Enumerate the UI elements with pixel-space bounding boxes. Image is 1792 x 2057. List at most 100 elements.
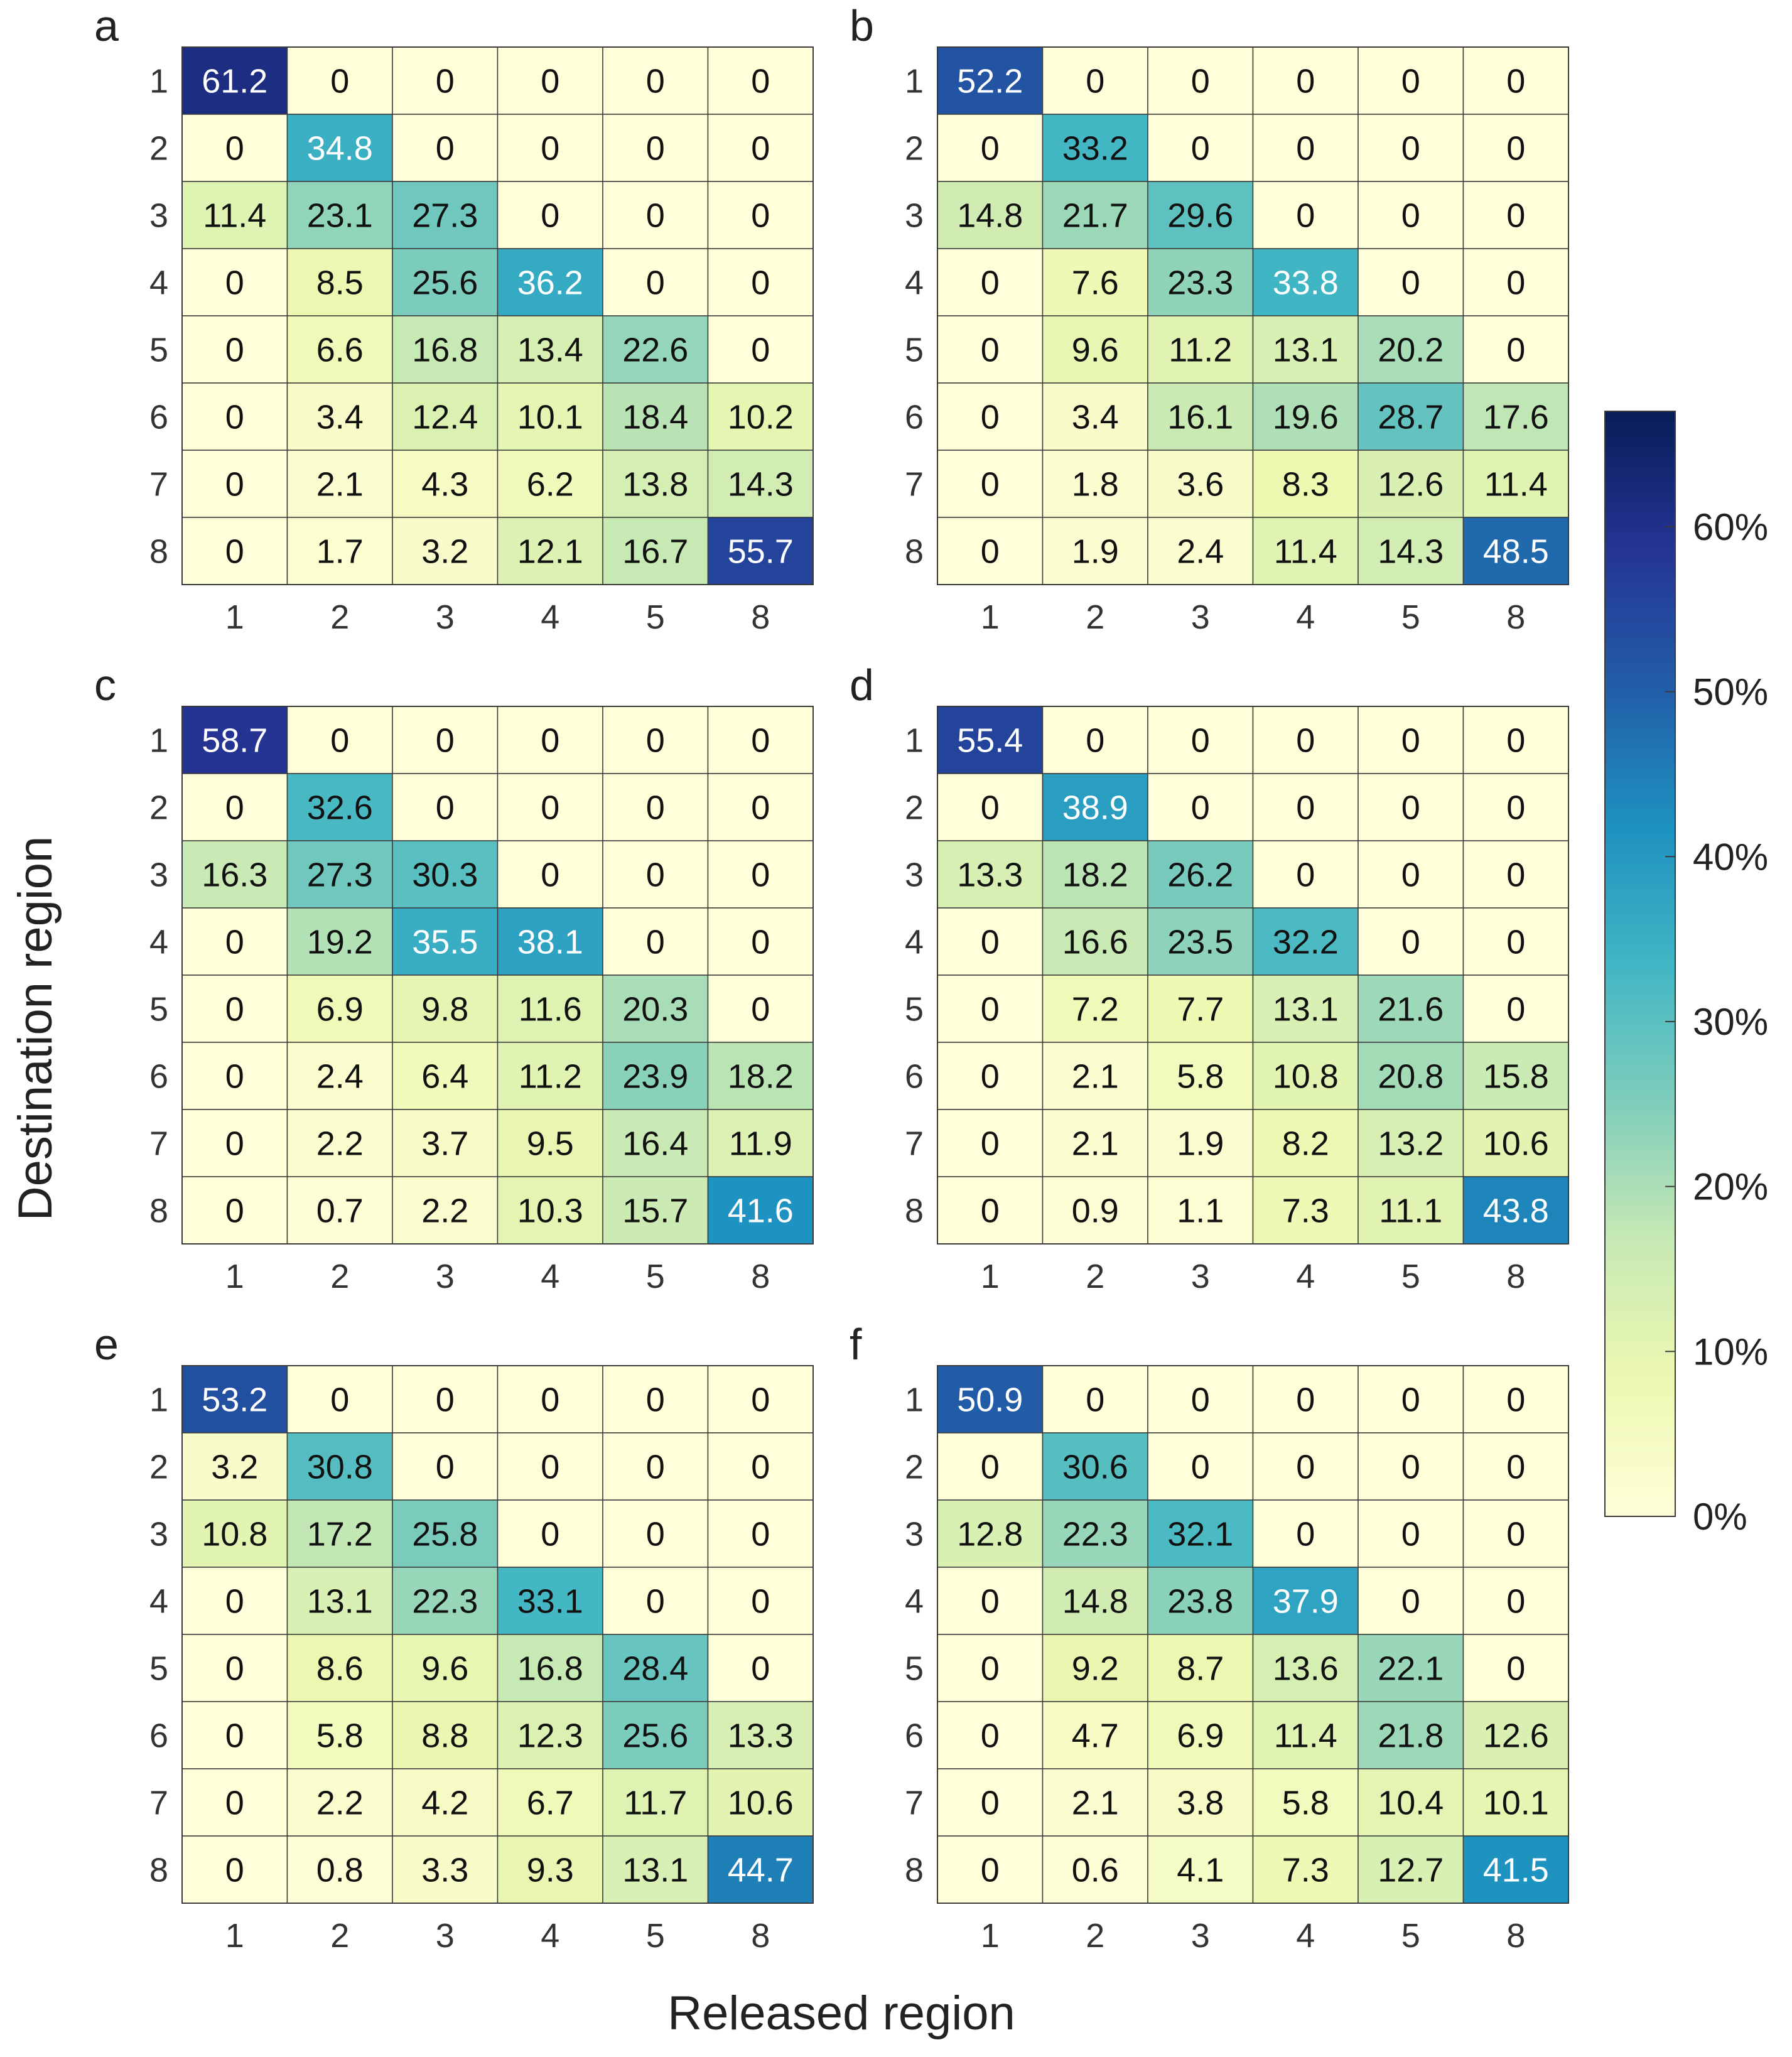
cell-value-label: 33.2: [1062, 130, 1128, 168]
cell-value-label: 3.2: [421, 533, 468, 571]
x-tick-label: 4: [1296, 598, 1315, 636]
y-tick-label: 7: [149, 1125, 168, 1163]
heatmap-cell: [937, 1499, 1044, 1568]
heatmap-cell: [1042, 706, 1148, 774]
cell-value-label: 0: [330, 1381, 349, 1419]
cell-value-label: 7.3: [1282, 1852, 1329, 1889]
cell-value-label: 2.1: [1072, 1784, 1119, 1822]
cell-value-label: 0: [981, 1852, 1000, 1889]
x-tick-label: 2: [1086, 1258, 1104, 1295]
cell-value-label: 0: [1296, 1449, 1315, 1486]
heatmap-cell: [1462, 1176, 1569, 1244]
cell-value-label: 0: [1506, 332, 1525, 369]
x-tick-label: 8: [751, 1258, 770, 1295]
y-tick-label: 2: [905, 1449, 924, 1486]
heatmap-cell: [1462, 1109, 1569, 1177]
cell-value-label: 17.2: [307, 1516, 373, 1553]
cell-value-label: 19.6: [1273, 399, 1339, 436]
cell-value-label: 1.8: [1072, 466, 1119, 504]
heatmap-cell: [602, 1634, 709, 1702]
cell-value-label: 11.4: [1274, 533, 1337, 571]
heatmap-cell: [602, 1768, 709, 1837]
heatmap-cell: [181, 248, 288, 316]
y-tick-label: 5: [149, 991, 168, 1028]
heatmap-cell: [181, 1701, 288, 1769]
cell-value-label: 1.7: [316, 533, 364, 571]
cell-value-label: 10.1: [1483, 1784, 1549, 1822]
x-tick-label: 2: [330, 1917, 349, 1955]
cell-value-label: 8.5: [316, 264, 364, 302]
cell-value-label: 0: [225, 533, 244, 571]
cell-value-label: 0: [1191, 1449, 1210, 1486]
cell-value-label: 16.8: [517, 1650, 583, 1688]
y-tick-label: 3: [905, 856, 924, 894]
colorbar-tick-label: 30%: [1693, 1001, 1768, 1043]
cell-value-label: 0: [646, 264, 665, 302]
cell-value-label: 0: [1401, 856, 1420, 894]
heatmap-cell: [1357, 840, 1464, 909]
heatmap-cell: [286, 1499, 393, 1568]
cell-value-label: 6.7: [527, 1784, 574, 1822]
cell-value-label: 3.7: [421, 1125, 468, 1163]
cell-value-label: 22.1: [1378, 1650, 1444, 1688]
cell-value-label: 11.7: [623, 1784, 687, 1822]
cell-value-label: 0: [1191, 722, 1210, 760]
heatmap-cell: [1252, 1365, 1359, 1433]
x-tick-label: 8: [1506, 598, 1525, 636]
cell-value-label: 0: [981, 991, 1000, 1028]
y-tick-label: 8: [149, 533, 168, 571]
cell-value-label: 15.7: [622, 1192, 688, 1230]
heatmap-cell: [1147, 1176, 1254, 1244]
heatmap-cell: [937, 181, 1044, 249]
y-tick-label: 7: [905, 1125, 924, 1163]
heatmap-cell: [1042, 1365, 1148, 1433]
cell-value-label: 0.6: [1072, 1852, 1119, 1889]
heatmap-cell: [602, 517, 709, 585]
cell-value-label: 0: [1506, 924, 1525, 961]
cell-value-label: 12.1: [517, 533, 583, 571]
heatmap-cell: [1042, 907, 1148, 976]
heatmap-cell: [392, 773, 499, 841]
heatmap-cell: [1252, 1432, 1359, 1501]
cell-value-label: 0: [1401, 130, 1420, 168]
cell-value-label: 0: [751, 1516, 770, 1553]
cell-value-label: 28.7: [1378, 399, 1444, 436]
heatmap-cell: [497, 840, 603, 909]
x-tick-label: 1: [225, 598, 244, 636]
colorbar-tick-label: 50%: [1693, 671, 1768, 713]
cell-value-label: 0: [225, 1583, 244, 1621]
heatmap-cell: [1357, 773, 1464, 841]
heatmap-cell: [602, 840, 709, 909]
cell-value-label: 55.7: [728, 533, 794, 571]
heatmap-cell: [937, 114, 1044, 182]
cell-value-label: 0: [1506, 130, 1525, 168]
cell-value-label: 13.1: [307, 1583, 373, 1621]
cell-value-label: 30.6: [1062, 1449, 1128, 1486]
cell-value-label: 0: [751, 924, 770, 961]
heatmap-cell: [392, 517, 499, 585]
cell-value-label: 6.4: [421, 1058, 468, 1096]
heatmap-cell: [1357, 1768, 1464, 1837]
heatmap-cell: [181, 382, 288, 451]
x-tick-label: 1: [981, 1917, 1000, 1955]
cell-value-label: 20.8: [1378, 1058, 1444, 1096]
cell-value-label: 43.8: [1483, 1192, 1549, 1230]
cell-value-label: 2.2: [421, 1192, 468, 1230]
heatmap-cell: [286, 1176, 393, 1244]
cell-value-label: 10.8: [1273, 1058, 1339, 1096]
heatmap-cell: [392, 1768, 499, 1837]
heatmap-cell: [602, 1042, 709, 1110]
heatmap-cell: [1462, 181, 1569, 249]
y-tick-label: 4: [149, 1583, 168, 1621]
heatmap-cell: [181, 773, 288, 841]
cell-value-label: 3.2: [211, 1449, 258, 1486]
y-tick-label: 8: [149, 1192, 168, 1230]
cell-value-label: 25.6: [412, 264, 478, 302]
heatmap-cell: [602, 1835, 709, 1904]
cell-value-label: 32.1: [1167, 1516, 1233, 1553]
cell-value-label: 0: [1401, 1583, 1420, 1621]
heatmap-cell: [497, 706, 603, 774]
cell-value-label: 0: [225, 332, 244, 369]
heatmap-cell: [1357, 315, 1464, 384]
colorbar-ticks: 0% 10% 20% 30% 40% 50% 60%: [1665, 506, 1768, 1538]
